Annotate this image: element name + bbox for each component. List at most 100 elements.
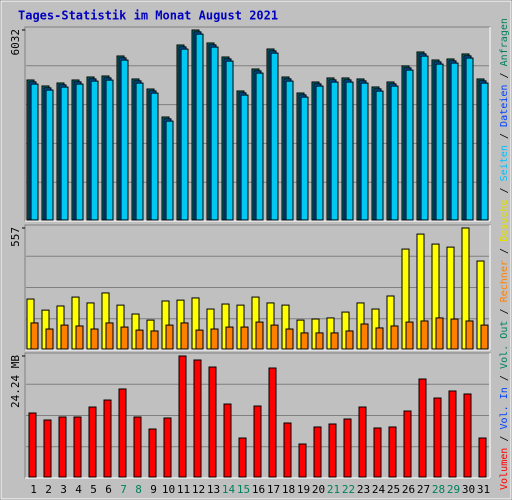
legend-entry: Vol. Out <box>499 321 510 369</box>
legend-entry: Anfragen <box>499 18 510 66</box>
y-tick-label: 24.24 MB <box>9 355 22 408</box>
x-tick-label: 24 <box>372 483 386 496</box>
bar <box>465 57 474 221</box>
bar <box>360 323 369 350</box>
x-tick-label: 8 <box>135 483 142 496</box>
x-tick-label: 22 <box>342 483 355 496</box>
x-tick-label: 25 <box>387 483 400 496</box>
legend-entry: Vol. In <box>499 387 510 429</box>
bar <box>45 328 54 350</box>
bar <box>285 328 294 350</box>
bar <box>405 321 414 350</box>
bar <box>30 83 39 221</box>
bar <box>330 81 339 221</box>
bar <box>240 326 249 350</box>
bar <box>435 63 444 221</box>
bar <box>88 406 97 478</box>
x-tick-label: 7 <box>120 483 127 496</box>
x-tick-label: 13 <box>207 483 220 496</box>
x-tick-label: 23 <box>357 483 370 496</box>
legend-separator: / <box>499 242 510 260</box>
bar <box>163 417 172 478</box>
bar <box>90 328 99 350</box>
bar <box>388 426 397 478</box>
bar <box>345 330 354 350</box>
bar <box>330 332 339 350</box>
bar <box>180 48 189 221</box>
legend-separator: / <box>499 429 510 447</box>
bar <box>480 82 489 221</box>
x-tick-label: 14 <box>222 483 236 496</box>
bar <box>255 321 264 350</box>
legend-entry: Rechner <box>499 260 510 302</box>
bar <box>450 62 459 221</box>
bar <box>148 428 157 478</box>
bar <box>328 423 337 478</box>
bar <box>195 33 204 221</box>
x-tick-label: 17 <box>267 483 280 496</box>
bar <box>103 399 112 478</box>
bar <box>75 83 84 221</box>
bar <box>420 320 429 350</box>
legend-entry: Seiten <box>499 145 510 181</box>
x-tick-label: 11 <box>177 483 190 496</box>
bar <box>298 443 307 478</box>
bar <box>210 328 219 350</box>
x-tick-label: 6 <box>105 483 112 496</box>
bar <box>60 86 69 221</box>
bar <box>105 79 114 221</box>
bar <box>403 410 412 478</box>
legend-entry: Dateien <box>499 85 510 127</box>
x-tick-label: 18 <box>282 483 295 496</box>
bar <box>268 367 277 478</box>
bar <box>345 81 354 221</box>
bar <box>405 69 414 221</box>
bar <box>313 426 322 478</box>
bar <box>135 82 144 221</box>
bar <box>150 330 159 350</box>
bar <box>195 329 204 350</box>
bar <box>133 416 142 478</box>
bar <box>420 55 429 221</box>
bar <box>73 416 82 478</box>
bar <box>315 85 324 221</box>
bar <box>448 390 457 478</box>
bar <box>58 416 67 478</box>
bar <box>135 329 144 350</box>
x-tick-label: 1 <box>30 483 37 496</box>
bar <box>253 405 262 478</box>
bar <box>105 322 114 350</box>
legend-separator: / <box>499 66 510 84</box>
bar <box>360 82 369 221</box>
legend-entry: Volumen <box>499 448 510 490</box>
x-tick-label: 31 <box>477 483 490 496</box>
bar <box>450 318 459 350</box>
bar <box>193 359 202 478</box>
bar <box>150 92 159 221</box>
bar <box>30 322 39 350</box>
bar <box>300 96 309 221</box>
x-tick-label: 16 <box>252 483 265 496</box>
bar <box>375 327 384 350</box>
bar <box>223 403 232 478</box>
bar <box>120 326 129 350</box>
bar <box>180 322 189 350</box>
legend-separator: / <box>499 181 510 199</box>
bar <box>60 324 69 350</box>
bar <box>465 320 474 350</box>
bar <box>238 437 247 478</box>
y-tick-label: 6032 <box>9 29 22 56</box>
x-tick-label: 10 <box>162 483 175 496</box>
x-tick-label: 12 <box>192 483 205 496</box>
x-tick-label: 5 <box>90 483 97 496</box>
legend-separator: / <box>499 369 510 387</box>
x-tick-label: 3 <box>60 483 67 496</box>
x-tick-label: 28 <box>432 483 445 496</box>
bar <box>90 80 99 221</box>
bar <box>373 427 382 478</box>
bar <box>225 60 234 221</box>
bar <box>120 59 129 221</box>
x-tick-label: 4 <box>75 483 82 496</box>
